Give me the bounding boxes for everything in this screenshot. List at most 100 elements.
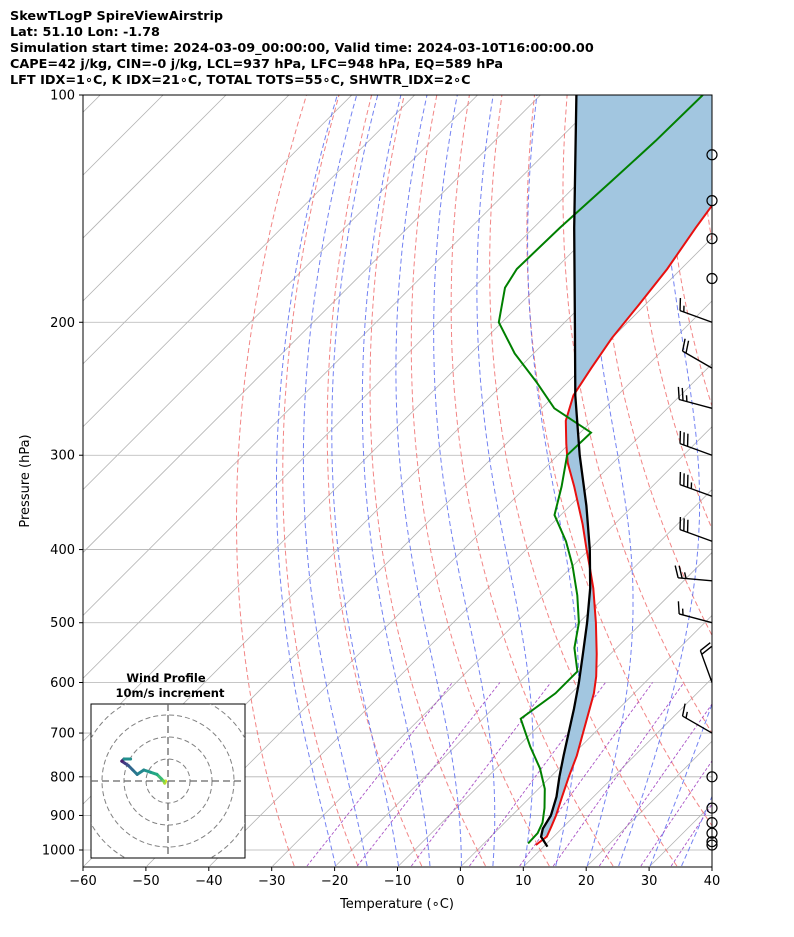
mixing-ratio-lines [306, 682, 712, 867]
y-axis-label: Pressure (hPa) [18, 434, 33, 527]
wind-barb-shaft [678, 577, 713, 582]
x-tick-label: 10 [515, 874, 532, 889]
x-tick-label: −60 [69, 874, 96, 889]
mixing-ratio-line [306, 682, 453, 867]
wind-barb-shaft [679, 309, 713, 323]
mixing-ratio-line [599, 703, 712, 867]
x-tick-label: 30 [641, 874, 658, 889]
wind-barb-flag [681, 387, 684, 401]
moist-adiabat [275, 95, 338, 867]
dry-adiabat [526, 95, 712, 827]
moist-adiabat [361, 95, 431, 867]
y-tick-label: 500 [50, 616, 75, 631]
cape-shading [541, 95, 712, 837]
wind-barb-flag [681, 338, 686, 352]
wind-barb-shaft [678, 613, 713, 624]
wind-barb-shaft [679, 528, 713, 542]
y-tick-label: 200 [50, 316, 75, 331]
moist-adiabat [681, 795, 712, 867]
hodograph-plot [91, 704, 245, 858]
wind-barb-flag [681, 703, 686, 717]
isotherm-line [524, 677, 712, 867]
calm-wind-marker [706, 195, 718, 207]
wind-barb-flag [674, 565, 679, 579]
wind-barb-shaft [682, 350, 713, 369]
isotherm-line [83, 95, 415, 428]
temperature-line [535, 203, 712, 846]
dry-adiabats [236, 95, 794, 867]
calm-wind-marker [706, 817, 718, 829]
calm-wind-marker [706, 836, 718, 848]
x-tick-label: −10 [384, 874, 411, 889]
moist-adiabat [395, 95, 462, 866]
isotherm-line [776, 95, 794, 866]
isotherm-line [83, 95, 227, 239]
mixing-ratio-line [552, 682, 685, 867]
wind-barb-shaft [682, 715, 713, 734]
hodograph-subtitle: 10m/s increment [116, 686, 225, 700]
profile-lines [497, 95, 712, 848]
calm-wind-marker [706, 802, 718, 814]
moist-adiabat [527, 95, 580, 867]
wind-barb-shaft [699, 650, 713, 683]
mixing-ratio-line [670, 803, 712, 867]
mixing-ratio-line [411, 682, 552, 867]
isotherm-line [209, 363, 712, 867]
isotherm-line [461, 614, 712, 867]
wind-barb-flag [699, 642, 711, 652]
moist-adiabat [713, 95, 794, 866]
dry-adiabat [730, 95, 794, 866]
x-axis-ticks: −60 −50 −40 −30 −20 −10 0 10 20 30 40 [69, 867, 720, 889]
isotherm-line [83, 95, 478, 491]
y-axis-ticks: 100 200 300 400 500 600 700 800 900 1000 [42, 89, 83, 859]
calm-wind-marker [706, 233, 718, 245]
parcel-line [539, 95, 592, 848]
y-tick-label: 1000 [42, 844, 75, 859]
x-tick-label: 40 [704, 874, 721, 889]
wind-barbs [674, 149, 718, 851]
hodograph-inset: Wind Profile 10m/s increment [90, 671, 246, 859]
x-tick-label: −50 [132, 874, 159, 889]
moist-adiabat [476, 95, 534, 867]
cape-area [541, 95, 712, 837]
wind-barb-shaft [679, 442, 713, 456]
dry-adiabat [562, 95, 712, 735]
dry-adiabat [597, 95, 712, 637]
y-tick-label: 600 [50, 676, 75, 691]
isotherm-line [83, 95, 101, 113]
moist-adiabat [433, 95, 496, 867]
y-tick-label: 700 [50, 727, 75, 742]
dry-adiabat [763, 95, 794, 866]
wind-barb-flag [701, 645, 713, 655]
mixing-ratio-line [356, 682, 501, 867]
hodograph-title: Wind Profile [126, 671, 206, 685]
x-tick-label: 0 [456, 874, 464, 889]
moist-adiabat [649, 702, 712, 867]
chart-title: SkewTLogP SpireViewAirstrip [10, 9, 224, 24]
moist-adiabat [618, 95, 701, 867]
x-tick-label: −40 [195, 874, 222, 889]
isotherm-line [83, 95, 667, 679]
calm-wind-marker [706, 149, 718, 161]
wind-barb-half [683, 572, 687, 579]
dry-adiabat [489, 95, 678, 867]
dry-adiabat [450, 95, 614, 867]
isotherm-line [83, 95, 353, 365]
wind-barb-flag [677, 601, 680, 614]
y-tick-label: 800 [50, 770, 75, 785]
cape-line: CAPE=42 j/kg, CIN=-0 j/kg, LCL=937 hPa, … [10, 57, 504, 72]
location-line: Lat: 51.10 Lon: -1.78 [10, 25, 160, 40]
isotherm-line [146, 300, 712, 867]
isotherm-line [83, 95, 604, 616]
x-axis-label: Temperature (∘C) [339, 897, 454, 912]
x-tick-label: −20 [321, 874, 348, 889]
dry-adiabat [410, 95, 550, 867]
wind-barb-shaft [679, 483, 713, 497]
dry-adiabat [369, 95, 486, 867]
calm-wind-marker [706, 272, 718, 285]
isotherm-line [335, 489, 712, 867]
calm-wind-marker [706, 839, 718, 851]
y-tick-label: 100 [50, 89, 75, 104]
wind-barb-flag [678, 565, 683, 579]
x-tick-label: −30 [258, 874, 285, 889]
